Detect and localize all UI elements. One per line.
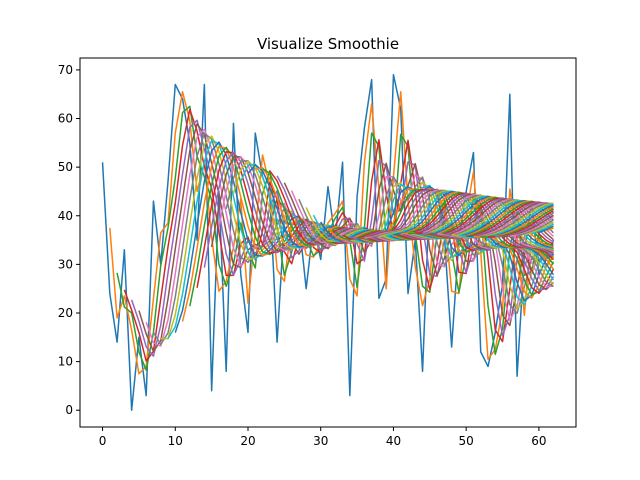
y-tick-label: 30 xyxy=(58,257,73,271)
y-tick-label: 60 xyxy=(58,112,73,126)
y-tick-label: 10 xyxy=(58,355,73,369)
series-line-32 xyxy=(334,196,554,247)
series-line-58 xyxy=(524,221,554,236)
series-line-31 xyxy=(327,196,554,248)
series-line-0 xyxy=(101,74,555,411)
y-tick-label: 50 xyxy=(58,160,73,174)
y-tick-label: 0 xyxy=(65,403,73,417)
y-tick-label: 70 xyxy=(58,63,73,77)
x-tick-label: 50 xyxy=(459,434,474,448)
series-line-59 xyxy=(531,223,554,235)
series-line-57 xyxy=(516,219,554,237)
x-tick-label: 60 xyxy=(531,434,546,448)
x-axis: 0 10 20 30 40 50 60 xyxy=(99,427,547,448)
series-line-60 xyxy=(538,225,554,234)
x-tick-label: 10 xyxy=(168,434,183,448)
x-tick-label: 30 xyxy=(313,434,328,448)
plot-frame xyxy=(79,57,577,428)
series-group xyxy=(101,74,555,411)
x-tick-label: 0 xyxy=(99,434,107,448)
x-tick-label: 20 xyxy=(240,434,255,448)
series-line-61 xyxy=(545,227,554,232)
y-axis: 0 10 20 30 40 50 60 70 xyxy=(58,63,80,417)
y-tick-label: 40 xyxy=(58,209,73,223)
chart-title: Visualize Smoothie xyxy=(257,35,399,53)
y-tick-label: 20 xyxy=(58,306,73,320)
x-tick-label: 40 xyxy=(386,434,401,448)
